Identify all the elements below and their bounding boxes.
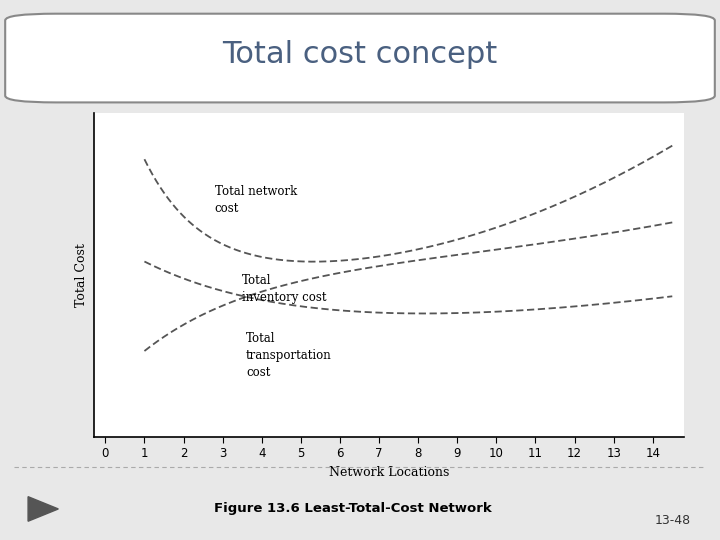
Text: Total cost concept: Total cost concept bbox=[222, 40, 498, 69]
Text: Figure 13.6 Least-Total-Cost Network: Figure 13.6 Least-Total-Cost Network bbox=[214, 502, 492, 516]
Text: 13-48: 13-48 bbox=[655, 514, 691, 526]
Text: Total
inventory cost: Total inventory cost bbox=[242, 274, 327, 304]
Text: Total
transportation
cost: Total transportation cost bbox=[246, 332, 332, 379]
X-axis label: Network Locations: Network Locations bbox=[328, 465, 449, 478]
FancyBboxPatch shape bbox=[5, 14, 715, 103]
Text: Total network
cost: Total network cost bbox=[215, 185, 297, 215]
Polygon shape bbox=[28, 497, 58, 521]
Y-axis label: Total Cost: Total Cost bbox=[75, 244, 88, 307]
